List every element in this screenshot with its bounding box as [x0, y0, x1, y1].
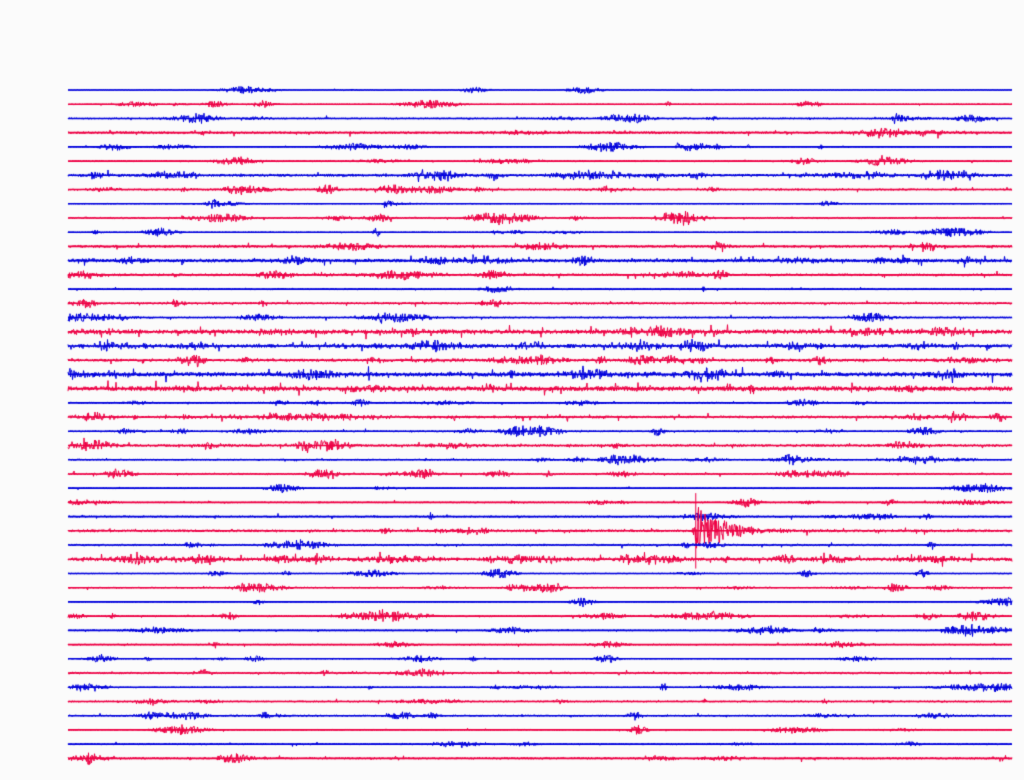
seismogram-canvas [0, 0, 1024, 780]
seismogram-page: HP Vlahokerasia 2019-11-14 Applied filte… [0, 0, 1024, 780]
seismogram-plot-area [0, 0, 1024, 780]
